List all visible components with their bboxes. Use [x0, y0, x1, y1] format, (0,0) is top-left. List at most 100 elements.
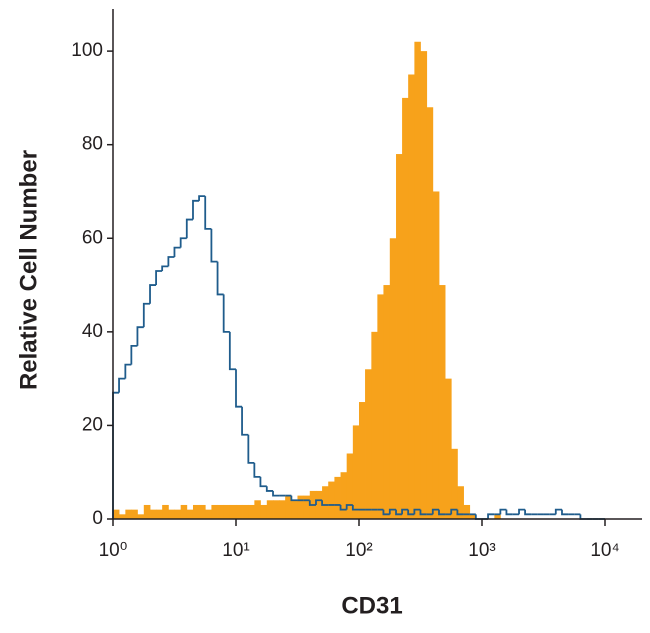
histogram-step	[351, 504, 359, 511]
histogram-bar	[168, 509, 175, 519]
histogram-step	[149, 284, 157, 304]
histogram-step	[438, 509, 446, 516]
histogram-bar	[137, 514, 145, 519]
histogram-bar	[414, 41, 421, 520]
histogram-bar	[236, 504, 243, 519]
histogram-step	[450, 508, 458, 515]
histogram-step	[198, 195, 206, 201]
histogram-bar	[365, 369, 372, 519]
histogram-bar	[119, 514, 126, 519]
histogram-step	[505, 509, 513, 516]
histogram-bar	[383, 285, 391, 519]
histogram-step	[524, 509, 532, 516]
histogram-step	[247, 434, 255, 464]
histogram-bar	[389, 238, 397, 519]
histogram-bar	[242, 504, 249, 519]
histogram-step	[253, 462, 261, 478]
histogram-bar	[156, 509, 163, 519]
histogram-bar	[438, 285, 446, 519]
histogram-bar	[445, 378, 452, 519]
histogram-step	[216, 261, 224, 296]
histogram-bar	[279, 500, 286, 519]
histogram-bar	[254, 500, 261, 519]
histogram-bar	[426, 107, 434, 519]
histogram-step	[118, 377, 126, 393]
x-tick-label: 10¹	[222, 540, 249, 561]
histogram-bar	[285, 495, 292, 519]
histogram-step	[265, 486, 274, 492]
histogram-step	[315, 499, 323, 505]
histogram-bar	[451, 448, 458, 519]
histogram-bar	[174, 509, 182, 519]
y-axis-title: Relative Cell Number	[15, 150, 42, 390]
histogram-step	[142, 302, 151, 328]
histogram-step	[407, 509, 415, 516]
y-tick-label: 80	[82, 134, 103, 155]
histogram-bar	[432, 191, 440, 520]
histogram-bar	[291, 500, 298, 519]
histogram-bar	[205, 509, 212, 519]
histogram-step	[290, 495, 298, 502]
histogram-bar	[125, 509, 132, 519]
histogram-step	[388, 508, 397, 515]
histogram-bar	[469, 514, 477, 519]
x-axis-title: CD31	[341, 592, 402, 619]
histogram-bar	[322, 486, 329, 519]
x-tick-label: 10³	[468, 540, 495, 561]
histogram-step	[395, 509, 403, 516]
histogram-bar	[162, 504, 169, 519]
histogram-bar	[266, 500, 274, 519]
histogram-bar	[377, 294, 384, 519]
histogram-step	[204, 196, 212, 230]
histogram-bar	[217, 504, 225, 519]
histogram-bar	[402, 97, 409, 520]
histogram-step	[554, 508, 562, 515]
histogram-step	[456, 509, 464, 516]
histogram-bar	[315, 490, 323, 519]
histogram-step	[518, 508, 526, 515]
histogram-step	[235, 369, 243, 408]
histogram-bar	[334, 476, 341, 519]
histogram-step	[272, 490, 280, 497]
histogram-bar	[408, 74, 415, 520]
histogram-bar	[248, 504, 255, 519]
histogram-bar	[328, 481, 335, 519]
histogram-step	[136, 326, 144, 346]
histogram-step	[210, 228, 218, 263]
histogram-bar	[211, 504, 218, 519]
histogram-step	[401, 508, 409, 515]
histogram-step	[124, 363, 132, 379]
histogram-step	[155, 270, 163, 286]
histogram-bar	[303, 495, 311, 519]
histogram-step	[130, 344, 138, 365]
histogram-bar	[199, 504, 206, 519]
y-tick-label: 0	[92, 508, 103, 529]
histogram-step	[413, 508, 421, 515]
y-tick-label: 60	[82, 227, 103, 248]
histogram-bar	[143, 504, 151, 519]
histogram-step	[419, 509, 427, 516]
histogram-step	[167, 256, 175, 267]
histogram-bar	[494, 514, 501, 519]
histogram-bar	[192, 504, 200, 519]
histogram-bar	[420, 51, 428, 519]
histogram-bar	[297, 495, 305, 519]
y-tick-label: 20	[82, 414, 103, 435]
histogram-bar	[346, 453, 354, 519]
histogram-bar	[180, 504, 188, 519]
histogram-step	[382, 509, 390, 516]
histogram-step	[487, 513, 495, 519]
histogram-bar	[457, 486, 464, 519]
histogram-step	[161, 265, 169, 272]
histogram-bar	[273, 500, 280, 519]
y-tick-label: 40	[82, 321, 103, 342]
histogram-step	[241, 406, 249, 436]
histogram-bar	[352, 425, 360, 519]
histogram-bar	[229, 504, 237, 519]
histogram-step	[339, 504, 347, 511]
histogram-bar	[150, 509, 157, 519]
histogram-step	[185, 218, 193, 239]
histogram-bar	[340, 472, 348, 519]
